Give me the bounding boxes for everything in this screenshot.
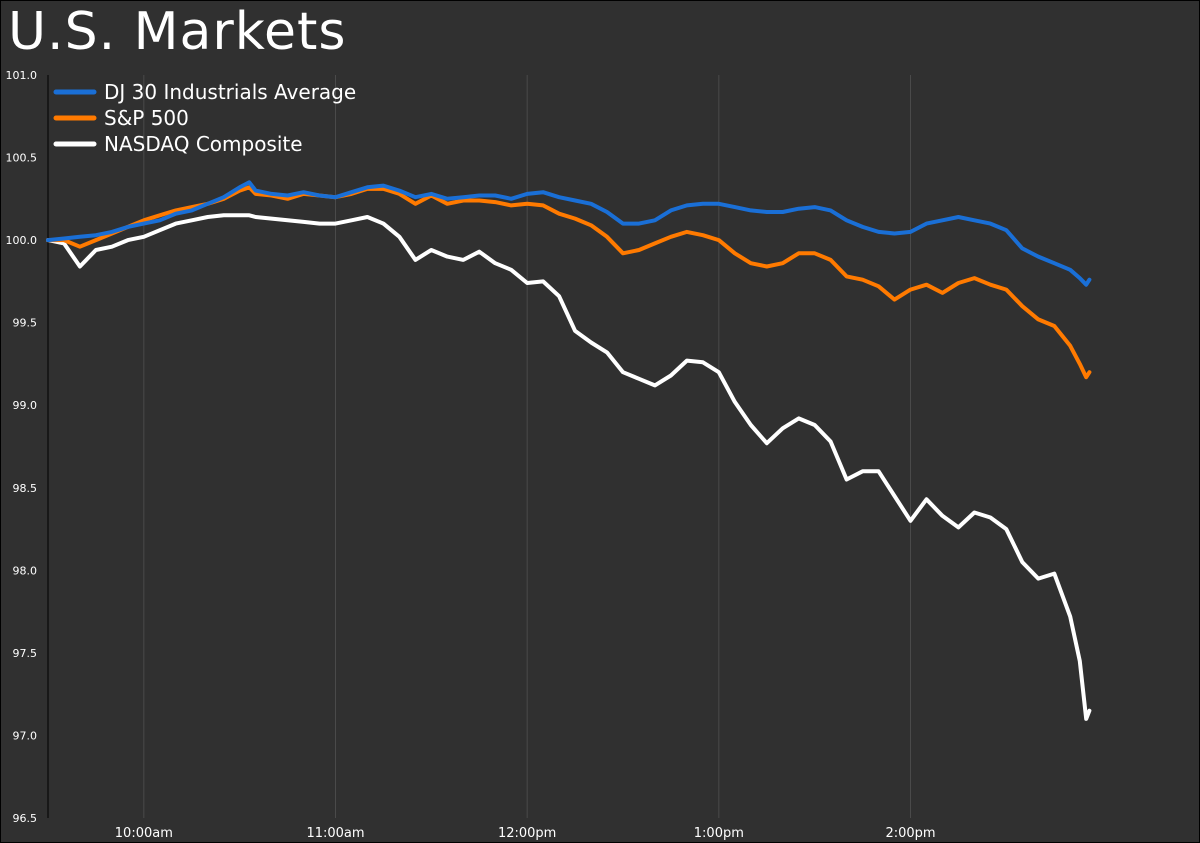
y-tick-label: 99.0 bbox=[13, 399, 38, 412]
x-tick-label: 11:00am bbox=[306, 826, 364, 841]
x-tick-label: 12:00pm bbox=[498, 826, 556, 841]
legend-label-0: DJ 30 Industrials Average bbox=[104, 80, 356, 104]
series-line-2 bbox=[46, 213, 1092, 721]
y-tick-label: 100.5 bbox=[6, 152, 38, 165]
grid-layer bbox=[143, 75, 911, 818]
y-tick-label: 100.0 bbox=[6, 234, 38, 247]
legend-label-2: NASDAQ Composite bbox=[104, 132, 303, 156]
series-layer bbox=[46, 180, 1092, 721]
y-tick-label: 99.5 bbox=[13, 317, 38, 330]
y-tick-label: 97.0 bbox=[13, 729, 38, 742]
y-tick-label: 98.0 bbox=[13, 564, 38, 577]
axis-layer: 10:00am 11:00am 12:00pm 1:00pm 2:00pm 101.0 10… bbox=[6, 69, 936, 841]
y-tick-label: 96.5 bbox=[13, 812, 38, 825]
chart-title: U.S. Markets bbox=[8, 2, 347, 62]
x-tick-label: 1:00pm bbox=[694, 826, 744, 841]
series-line-0 bbox=[46, 180, 1092, 287]
x-tick-label: 2:00pm bbox=[885, 826, 935, 841]
x-tick-label: 10:00am bbox=[115, 826, 173, 841]
y-tick-label: 97.5 bbox=[13, 647, 38, 660]
y-tick-label: 101.0 bbox=[6, 69, 38, 82]
y-tick-label: 98.5 bbox=[13, 482, 38, 495]
legend-label-1: S&P 500 bbox=[104, 106, 189, 130]
